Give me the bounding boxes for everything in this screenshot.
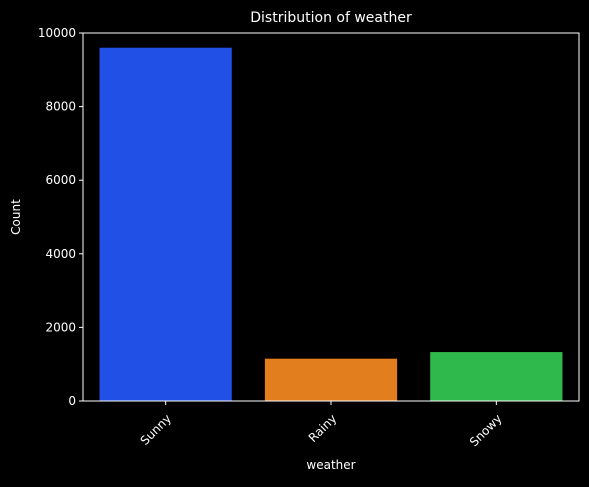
x-tick-label: Snowy xyxy=(467,411,505,449)
y-tick-label: 0 xyxy=(68,394,76,408)
y-tick-label: 4000 xyxy=(45,247,76,261)
x-tick-label: Rainy xyxy=(306,411,340,445)
bar-rainy xyxy=(264,358,398,401)
y-tick-label: 6000 xyxy=(45,173,76,187)
y-tick-label: 2000 xyxy=(45,320,76,334)
y-tick-label: 10000 xyxy=(38,26,76,40)
x-tick-label: Sunny xyxy=(138,411,174,447)
bar-snowy xyxy=(430,352,563,401)
plot-area xyxy=(99,47,563,401)
y-tick-label: 8000 xyxy=(45,100,76,114)
y-axis-label: Count xyxy=(9,199,23,235)
bar-sunny xyxy=(99,47,232,401)
chart-title: Distribution of weather xyxy=(250,10,412,26)
x-axis-label: weather xyxy=(306,458,355,472)
